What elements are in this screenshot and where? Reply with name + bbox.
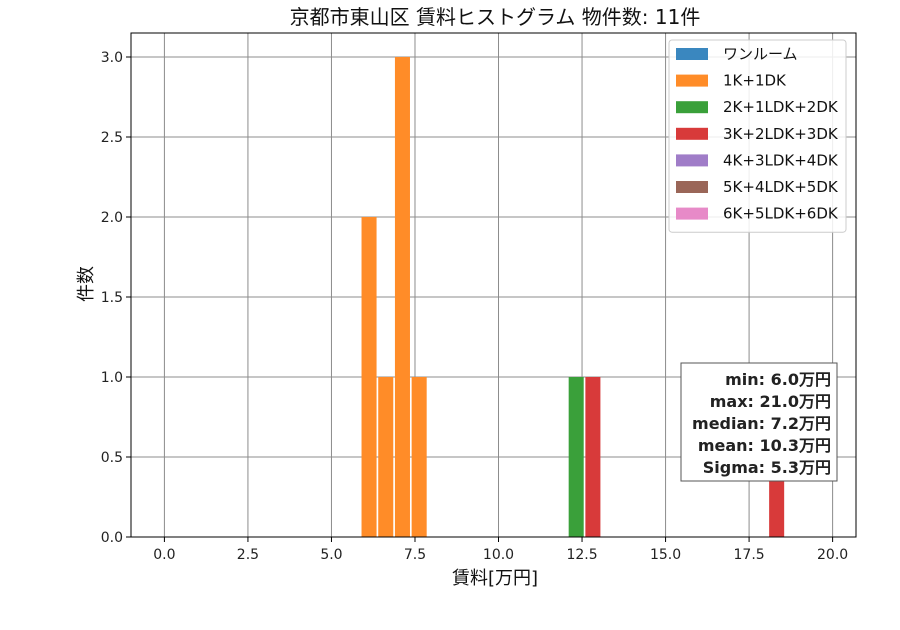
- legend-swatch: [676, 181, 708, 193]
- legend-swatch: [676, 48, 708, 60]
- y-axis-ticks: 0.0 0.5 1.0 1.5 2.0 2.5 3.0: [101, 50, 131, 546]
- x-tick-label: 20.0: [817, 547, 848, 563]
- stats-frame: [680, 362, 838, 482]
- legend-box: [668, 39, 847, 233]
- stats-line: mean: 10.3万円: [698, 436, 831, 455]
- y-tick-label: 1.5: [101, 290, 123, 306]
- histogram-bar: [411, 377, 427, 537]
- legend-label: 2K+1LDK+2DK: [723, 98, 839, 116]
- x-tick-label: 15.0: [650, 547, 681, 563]
- legend-swatch: [676, 127, 708, 140]
- legend: ワンルーム 1K+1DK 2K+1LDK+2DK 3K+2LDK+3DK 4K+3LDK…: [668, 39, 847, 233]
- y-tick-label: 3.0: [101, 50, 123, 66]
- histogram-bar: [568, 377, 584, 537]
- legend-label: 5K+4LDK+5DK: [723, 178, 839, 196]
- histogram-bar: [585, 377, 601, 537]
- y-axis-label: 件数: [76, 266, 97, 302]
- stats-line: median: 7.2万円: [692, 414, 831, 433]
- stats-line: max: 21.0万円: [710, 392, 831, 411]
- legend-label: 4K+3LDK+4DK: [723, 151, 839, 169]
- histogram-bar: [361, 217, 377, 537]
- histogram-bar: [394, 57, 410, 537]
- stats-line: min: 6.0万円: [725, 370, 831, 389]
- legend-swatch: [676, 74, 708, 87]
- x-tick-label: 5.0: [320, 547, 342, 563]
- y-tick-label: 2.5: [101, 130, 123, 146]
- y-tick-label: 0.5: [101, 450, 123, 466]
- legend-swatch: [676, 101, 708, 114]
- x-tick-label: 2.5: [237, 547, 259, 563]
- x-tick-label: 10.0: [483, 547, 514, 563]
- x-tick-label: 12.5: [566, 547, 597, 563]
- histogram-bar: [378, 377, 394, 537]
- x-tick-label: 0.0: [153, 547, 175, 563]
- chart-title: 京都市東山区 賃料ヒストグラム 物件数: 11件: [290, 5, 701, 29]
- x-tick-label: 17.5: [734, 547, 765, 563]
- x-tick-label: 7.5: [404, 547, 426, 563]
- stats-line: Sigma: 5.3万円: [703, 458, 831, 477]
- y-tick-label: 2.0: [101, 210, 123, 226]
- plot-frame: [130, 32, 857, 538]
- x-axis-ticks: 0.0 2.5 5.0 7.5 10.0 12.5 15.0 17.5 20.0: [153, 537, 848, 563]
- stats-box: min: 6.0万円 max: 21.0万円 median: 7.2万円 mean: …: [680, 362, 838, 482]
- legend-label: 3K+2LDK+3DK: [723, 125, 839, 143]
- y-tick-label: 1.0: [101, 370, 123, 386]
- x-axis-label: 賃料[万円]: [452, 568, 538, 589]
- legend-label: 1K+1DK: [723, 72, 787, 90]
- legend-swatch: [676, 154, 708, 167]
- y-tick-label: 0.0: [101, 530, 123, 546]
- legend-label: ワンルーム: [723, 45, 798, 63]
- legend-label: 6K+5LDK+6DK: [723, 205, 839, 223]
- legend-swatch: [676, 207, 708, 220]
